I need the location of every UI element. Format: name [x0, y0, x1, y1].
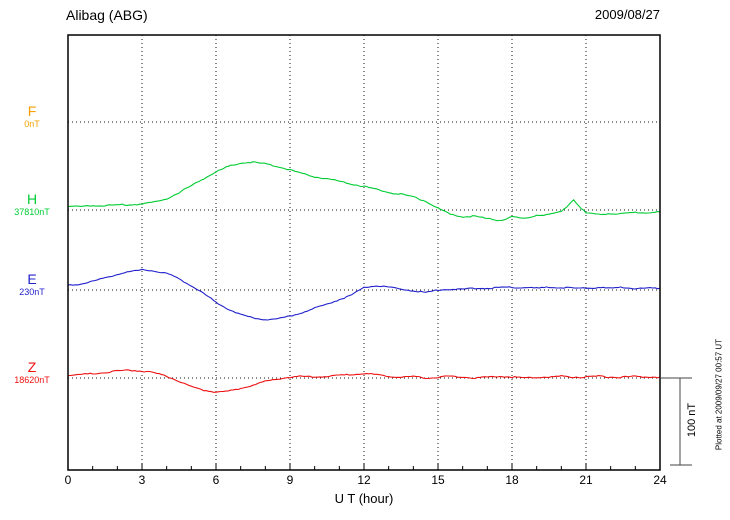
component-baseline-H: 37810nT [14, 207, 50, 217]
x-tick-label-18: 18 [505, 473, 519, 487]
trace-H [67, 161, 661, 222]
component-name-Z: Z [27, 359, 37, 375]
x-tick-label-15: 15 [431, 473, 445, 487]
component-baseline-F: 0nT [24, 119, 40, 129]
trace-Z [67, 369, 661, 393]
trace-E [67, 268, 661, 321]
component-label-Z: Z 18620nT [0, 360, 64, 386]
x-axis-tick-labels: 0 3 6 9 12 15 18 21 24 [0, 473, 730, 489]
component-baseline-E: 230nT [19, 287, 45, 297]
x-tick-label-6: 6 [212, 473, 220, 487]
component-name-F: F [27, 103, 37, 119]
component-label-H: H 37810nT [0, 192, 64, 218]
x-tick-label-12: 12 [357, 473, 371, 487]
x-tick-label-3: 3 [138, 473, 146, 487]
x-tick-label-24: 24 [653, 473, 667, 487]
component-name-E: E [27, 271, 37, 287]
component-baseline-Z: 18620nT [14, 375, 50, 385]
x-axis-title: U T (hour) [334, 491, 394, 506]
plot-date: 2009/08/27 [594, 7, 660, 22]
x-tick-label-0: 0 [64, 473, 72, 487]
plotted-at-note: Plotted at 2009/09/27 00:57 UT [714, 338, 724, 451]
component-name-H: H [26, 191, 38, 207]
component-label-F: F 0nT [0, 104, 64, 130]
scale-bar-label: 100 nT [686, 402, 698, 438]
x-tick-label-9: 9 [286, 473, 294, 487]
component-label-E: E 230nT [0, 272, 64, 298]
station-title: Alibag (ABG) [66, 7, 148, 23]
plot-frame [67, 34, 661, 471]
x-tick-label-21: 21 [579, 473, 593, 487]
